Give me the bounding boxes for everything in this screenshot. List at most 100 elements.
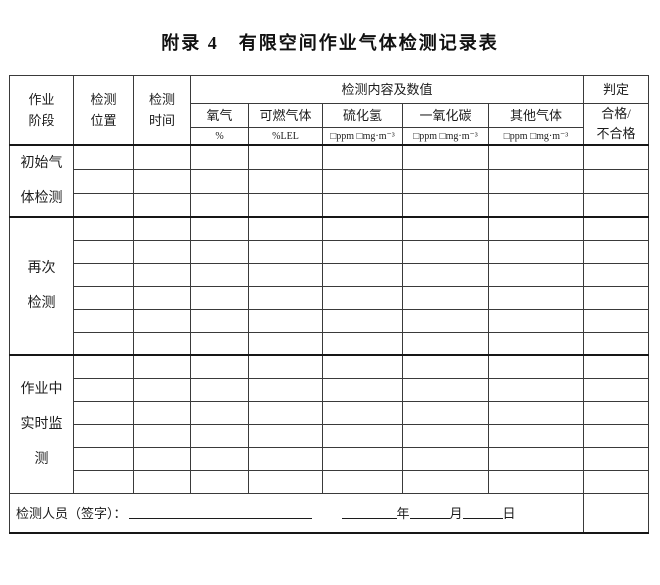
data-cell xyxy=(402,400,489,425)
data-cell xyxy=(487,446,585,471)
data-cell xyxy=(583,216,650,241)
col-header-detect-time: 检测 时间 xyxy=(133,75,191,146)
data-cell xyxy=(402,331,489,356)
signature-line xyxy=(128,505,312,520)
data-cell xyxy=(190,400,249,425)
unit-other-gas: □ppm □mg·m⁻³ xyxy=(487,127,585,146)
data-cell xyxy=(248,446,323,471)
data-cell xyxy=(190,331,249,356)
table-row xyxy=(10,308,650,333)
footer-judgment-cell xyxy=(583,492,650,534)
data-cell xyxy=(248,354,323,379)
table-row xyxy=(10,239,650,264)
data-cell xyxy=(190,423,249,448)
table-row xyxy=(10,400,650,425)
data-cell xyxy=(73,239,134,264)
unit-carbon-monoxide: □ppm □mg·m⁻³ xyxy=(402,127,489,146)
table-row xyxy=(10,168,650,194)
day-blank-line xyxy=(462,505,503,520)
day-label: 日 xyxy=(502,506,516,522)
data-cell xyxy=(248,144,323,170)
page-title: 附录 4 有限空间作业气体检测记录表 xyxy=(161,33,499,53)
data-cell xyxy=(248,331,323,356)
data-cell xyxy=(583,239,650,264)
data-cell xyxy=(583,168,650,194)
data-cell xyxy=(583,400,650,425)
data-cell xyxy=(322,446,403,471)
signature-row: 检测人员（签字）： 年 月 日 xyxy=(8,492,650,534)
data-cell xyxy=(73,446,134,471)
data-cell xyxy=(322,239,403,264)
data-cell xyxy=(487,285,585,310)
data-cell xyxy=(402,469,489,494)
data-cell xyxy=(133,168,191,194)
col-header-detect-position: 检测 位置 xyxy=(73,75,134,146)
data-cell xyxy=(133,144,191,170)
data-cell xyxy=(190,239,249,264)
data-cell xyxy=(133,285,191,310)
data-cell xyxy=(73,144,134,170)
col-header-pass-fail: 合格/ 不合格 xyxy=(583,103,650,146)
data-cell xyxy=(190,377,249,402)
data-cell xyxy=(487,400,585,425)
table-row: 作业中 实时监 测 xyxy=(9,354,650,494)
data-cell xyxy=(190,144,249,170)
data-cell xyxy=(248,262,323,287)
data-cell xyxy=(583,285,650,310)
unit-hydrogen-sulfide: □ppm □mg·m⁻³ xyxy=(322,127,403,146)
data-cell xyxy=(583,377,650,402)
table-row xyxy=(10,446,650,471)
col-header-content-values: 检测内容及数值 xyxy=(189,75,585,104)
col-header-hydrogen-sulfide: 硫化氢 xyxy=(322,102,403,129)
data-cell xyxy=(248,192,323,218)
table-row xyxy=(10,285,650,310)
data-cell xyxy=(73,168,134,194)
data-cell xyxy=(583,423,650,448)
data-cell xyxy=(248,377,323,402)
data-cell xyxy=(133,446,191,471)
data-cell xyxy=(487,377,585,402)
data-cell xyxy=(73,308,134,333)
group-label-realtime-monitoring: 作业中 实时监 测 xyxy=(9,354,74,494)
data-cell xyxy=(73,377,134,402)
data-cell xyxy=(190,308,249,333)
data-cell xyxy=(133,469,191,494)
data-cell xyxy=(583,446,650,471)
data-cell xyxy=(402,377,489,402)
data-cell xyxy=(402,423,489,448)
data-cell xyxy=(322,168,403,194)
data-cell xyxy=(133,308,191,333)
data-cell xyxy=(73,216,134,241)
col-header-other-gas: 其他气体 xyxy=(487,102,585,129)
data-cell xyxy=(73,285,134,310)
data-cell xyxy=(73,331,134,356)
data-cell xyxy=(133,331,191,356)
header-row-2: 氧气 可燃气体 硫化氢 一氧化碳 其他气体 合格/ 不合格 xyxy=(10,102,650,146)
unit-combustible-gas: %LEL xyxy=(248,127,323,146)
data-cell xyxy=(248,216,323,241)
data-cell xyxy=(133,262,191,287)
data-cell xyxy=(133,423,191,448)
data-cell xyxy=(322,144,403,170)
data-cell xyxy=(248,469,323,494)
data-cell xyxy=(322,216,403,241)
data-cell xyxy=(487,423,585,448)
data-cell xyxy=(402,216,489,241)
data-cell xyxy=(322,262,403,287)
data-cell xyxy=(190,285,249,310)
data-cell xyxy=(190,168,249,194)
col-header-combustible-gas: 可燃气体 xyxy=(248,102,323,129)
col-header-judgment: 判定 xyxy=(583,75,650,104)
data-cell xyxy=(248,168,323,194)
table-row: 初始气 体检测 xyxy=(9,144,650,218)
data-cell xyxy=(190,354,249,379)
table-row xyxy=(10,423,650,448)
data-cell xyxy=(133,400,191,425)
data-cell xyxy=(402,446,489,471)
month-blank-line xyxy=(409,505,450,520)
data-cell xyxy=(487,331,585,356)
data-cell xyxy=(190,262,249,287)
data-cell xyxy=(487,239,585,264)
data-cell xyxy=(402,168,489,194)
